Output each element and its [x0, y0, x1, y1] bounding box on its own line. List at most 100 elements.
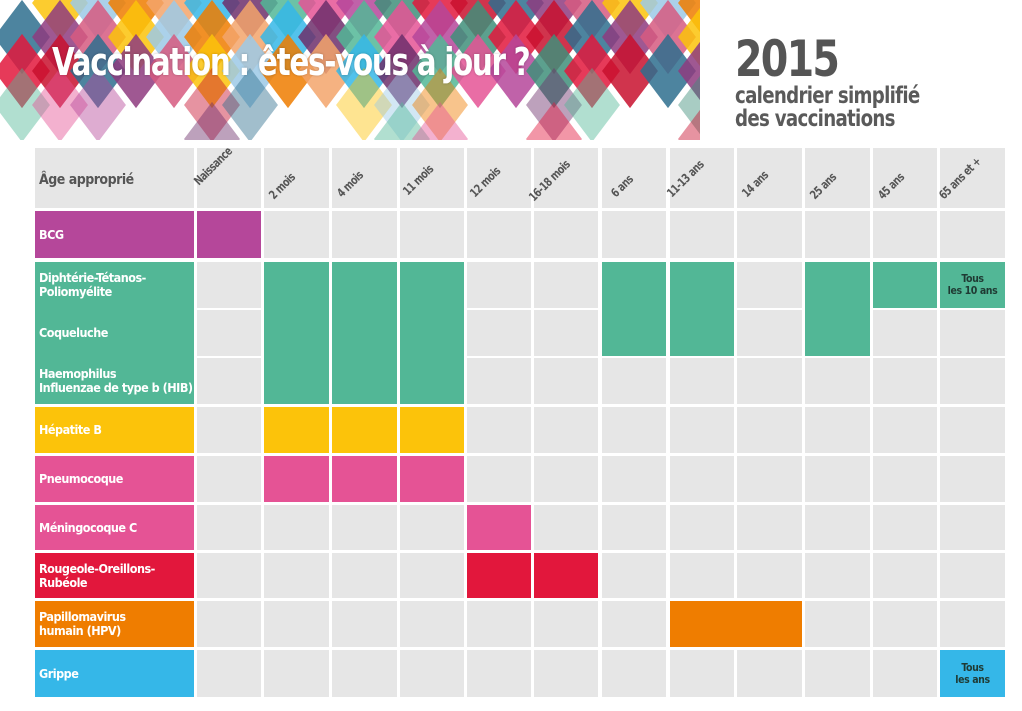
empty-cell [467, 601, 531, 647]
empty-cell [534, 505, 598, 550]
empty-cell [873, 358, 937, 404]
empty-cell [467, 262, 531, 308]
bar-hpv-11-14-ans [670, 601, 802, 647]
col-header-6-ans: 6 ans [602, 148, 666, 208]
col-header-naissance: Naissance [197, 148, 261, 208]
empty-cell [670, 650, 734, 697]
empty-cell [805, 211, 870, 258]
empty-cell [670, 407, 734, 453]
empty-cell [197, 505, 261, 550]
col-label: 4 mois [334, 168, 366, 200]
row-label-ror: Rougeole-Oreillons- Rubéole [35, 553, 194, 598]
empty-cell [197, 262, 261, 308]
col-header-12-mois: 12 mois [467, 148, 531, 208]
empty-cell [400, 601, 464, 647]
empty-cell [940, 211, 1005, 258]
year-heading: 2015 [735, 34, 838, 84]
empty-cell [602, 407, 666, 453]
empty-cell [737, 505, 802, 550]
col-header-4-mois: 4 mois [332, 148, 397, 208]
empty-cell [737, 211, 802, 258]
empty-cell [805, 407, 870, 453]
empty-cell [534, 358, 598, 404]
bar-dtp-4-mois [332, 262, 397, 404]
empty-cell [940, 553, 1005, 598]
col-label: 45 ans [875, 170, 907, 202]
empty-cell [534, 262, 598, 308]
empty-cell [602, 211, 666, 258]
empty-cell [400, 553, 464, 598]
col-header-16-18-mois: 16-18 mois [534, 148, 598, 208]
col-header-14-ans: 14 ans [737, 148, 802, 208]
col-header-25-ans: 25 ans [805, 148, 870, 208]
empty-cell [940, 310, 1005, 356]
row-label-bcg: BCG [35, 211, 194, 258]
label-text: Grippe [39, 667, 78, 681]
empty-cell [332, 650, 397, 697]
label-text: Influenzae de type b (HIB) [39, 381, 193, 395]
empty-cell [264, 650, 329, 697]
empty-cell [670, 505, 734, 550]
col-label: 6 ans [608, 172, 636, 200]
col-label: 14 ans [739, 168, 771, 200]
empty-cell [805, 601, 870, 647]
empty-cell [467, 310, 531, 356]
empty-cell [602, 358, 666, 404]
bar-ror-12-mois [467, 553, 531, 598]
empty-cell [940, 358, 1005, 404]
label-text: Diphtérie-Tétanos- [39, 271, 146, 285]
col-header-65-ans-et-plus: 65 ans et + [940, 148, 1005, 208]
empty-cell [264, 505, 329, 550]
empty-cell [940, 601, 1005, 647]
col-header-45-ans: 45 ans [873, 148, 937, 208]
col-label: 2 mois [266, 170, 298, 202]
col-label: Naissance [191, 144, 235, 188]
empty-cell [670, 211, 734, 258]
bar-dtp-11-13-ans [670, 262, 734, 356]
bar-dtp-25-ans [805, 262, 870, 356]
age-label: Âge approprié [39, 172, 134, 188]
empty-cell [670, 358, 734, 404]
empty-cell [873, 650, 937, 697]
empty-cell [197, 407, 261, 453]
empty-cell [264, 601, 329, 647]
empty-cell [602, 505, 666, 550]
label-text: Rubéole [39, 576, 155, 590]
col-header-2-mois: 2 mois [264, 148, 329, 208]
row-label-hepatite-b: Hépatite B [35, 407, 194, 453]
empty-cell [737, 650, 802, 697]
page-title: Vaccination : êtes-vous à jour ? [52, 40, 529, 84]
empty-cell [670, 456, 734, 502]
subtitle-line-1: calendrier simplifié [735, 85, 920, 108]
label-text: Rougeole-Oreillons- [39, 562, 155, 576]
empty-cell [534, 310, 598, 356]
col-label: 12 mois [467, 164, 503, 200]
empty-cell [873, 505, 937, 550]
bar-dtp-6-ans [602, 262, 666, 356]
label-text: BCG [39, 228, 64, 242]
col-header-11-13-ans: 11-13 ans [670, 148, 734, 208]
col-label: 16-18 mois [526, 157, 573, 204]
corner-cell: Âge approprié [35, 148, 194, 208]
bar-meningo-12-mois [467, 505, 531, 550]
empty-cell [264, 211, 329, 258]
empty-cell [940, 505, 1005, 550]
empty-cell [737, 456, 802, 502]
col-header-11-mois: 11 mois [400, 148, 464, 208]
empty-cell [400, 650, 464, 697]
note-text: Tous [955, 662, 989, 674]
note-text: les ans [955, 674, 989, 686]
row-label-pneumocoque: Pneumocoque [35, 456, 194, 502]
col-label: 65 ans et + [936, 154, 984, 202]
bar-hep-4-mois [332, 407, 397, 453]
empty-cell [197, 650, 261, 697]
empty-cell [197, 310, 261, 356]
empty-cell [805, 650, 870, 697]
empty-cell [737, 310, 802, 356]
row-label-dtp: Diphtérie-Tétanos- Poliomyélite [35, 262, 194, 308]
note-text: les 10 ans [948, 285, 998, 297]
empty-cell [940, 456, 1005, 502]
empty-cell [332, 601, 397, 647]
row-label-hib: Haemophilus Influenzae de type b (HIB) [35, 358, 194, 404]
row-label-meningocoque: Méningocoque C [35, 505, 194, 550]
